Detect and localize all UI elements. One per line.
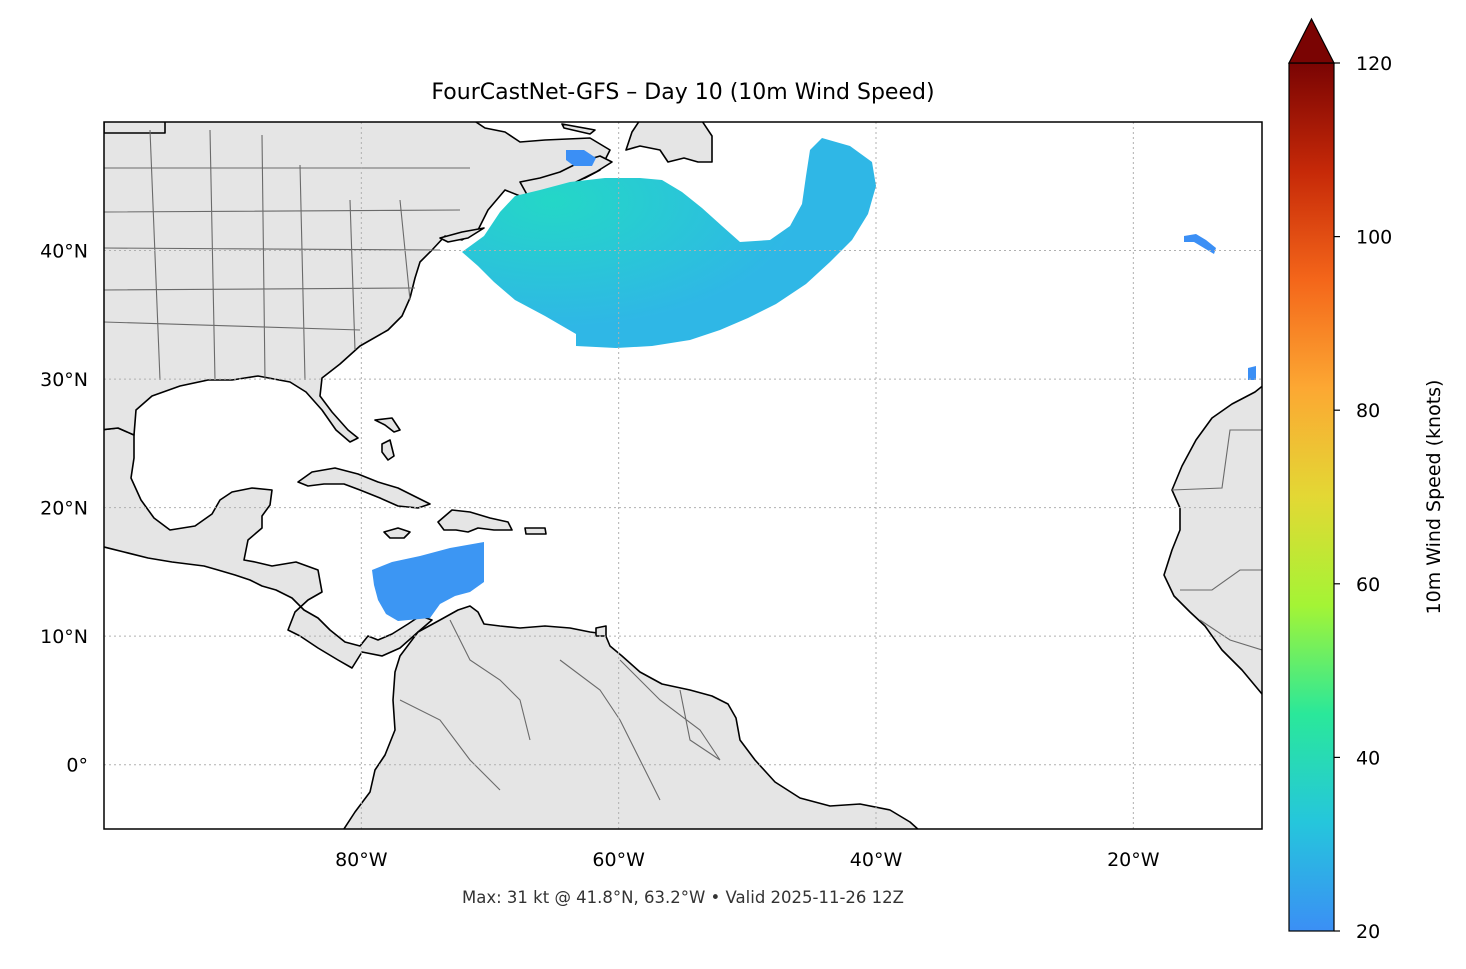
colorbar-tick-label: 120 <box>1356 53 1392 75</box>
colorbar-tick-label: 100 <box>1356 227 1392 249</box>
lat-tick-label: 40°N <box>40 241 88 263</box>
lat-tick-label: 20°N <box>40 498 88 520</box>
bahamas-1 <box>374 417 401 433</box>
newfoundland-land <box>625 122 713 163</box>
lon-tick-label: 80°W <box>335 849 388 871</box>
colorbar-body <box>1288 62 1335 932</box>
map-title: FourCastNet-GFS – Day 10 (10m Wind Speed… <box>431 80 934 105</box>
lat-tick-label: 10°N <box>40 626 88 648</box>
africa-land <box>1163 385 1262 695</box>
internal-borders <box>104 129 1262 801</box>
africa-borders <box>1171 429 1262 651</box>
gulf-of-st-lawrence-spot <box>566 150 596 166</box>
trinidad <box>595 625 607 637</box>
lon-tick-label: 40°W <box>850 849 903 871</box>
colorbar-label: 10m Wind Speed (knots) <box>1423 380 1445 615</box>
north-america-land <box>104 427 433 669</box>
north-atlantic-jet <box>462 138 876 348</box>
caribbean-jet <box>372 542 484 621</box>
south-america-borders <box>399 619 721 801</box>
latitude-tick-labels: 40°N 30°N 20°N 10°N 0° <box>40 241 88 777</box>
lon-tick-label: 20°W <box>1107 849 1160 871</box>
lon-tick-label: 60°W <box>592 849 645 871</box>
us-state-borders <box>104 129 470 381</box>
land <box>104 122 1262 829</box>
hispaniola <box>437 509 513 533</box>
colorbar-tick-label: 80 <box>1356 400 1380 422</box>
longitude-tick-labels: 80°W 60°W 40°W 20°W <box>335 849 1160 871</box>
jamaica <box>383 527 411 539</box>
colorbar-extend-arrow <box>1288 17 1335 64</box>
colorbar-tick-label: 60 <box>1356 574 1380 596</box>
east-atlantic-spot-1 <box>1184 234 1216 254</box>
colorbar-tick-label: 20 <box>1356 921 1380 943</box>
gridlines <box>104 122 1262 829</box>
lat-tick-label: 30°N <box>40 369 88 391</box>
map-area <box>104 122 1262 829</box>
lat-tick-label: 0° <box>66 755 88 777</box>
anticosti <box>561 123 596 135</box>
colorbar: 20 40 60 80 100 120 10m Wind Speed (knots) <box>1288 17 1445 943</box>
north-edge-land <box>104 122 166 134</box>
colorbar-tick-label: 40 <box>1356 747 1380 769</box>
wind-shading <box>372 138 1256 621</box>
long-island <box>439 227 485 243</box>
colorbar-ticks: 20 40 60 80 100 120 <box>1334 53 1392 943</box>
east-atlantic-spot-2 <box>1248 366 1256 380</box>
map-frame <box>103 121 1263 830</box>
cuba <box>297 467 431 509</box>
bahamas-2 <box>381 439 395 461</box>
map-footer: Max: 31 kt @ 41.8°N, 63.2°W • Valid 2025… <box>462 888 904 907</box>
puerto-rico <box>524 527 547 535</box>
